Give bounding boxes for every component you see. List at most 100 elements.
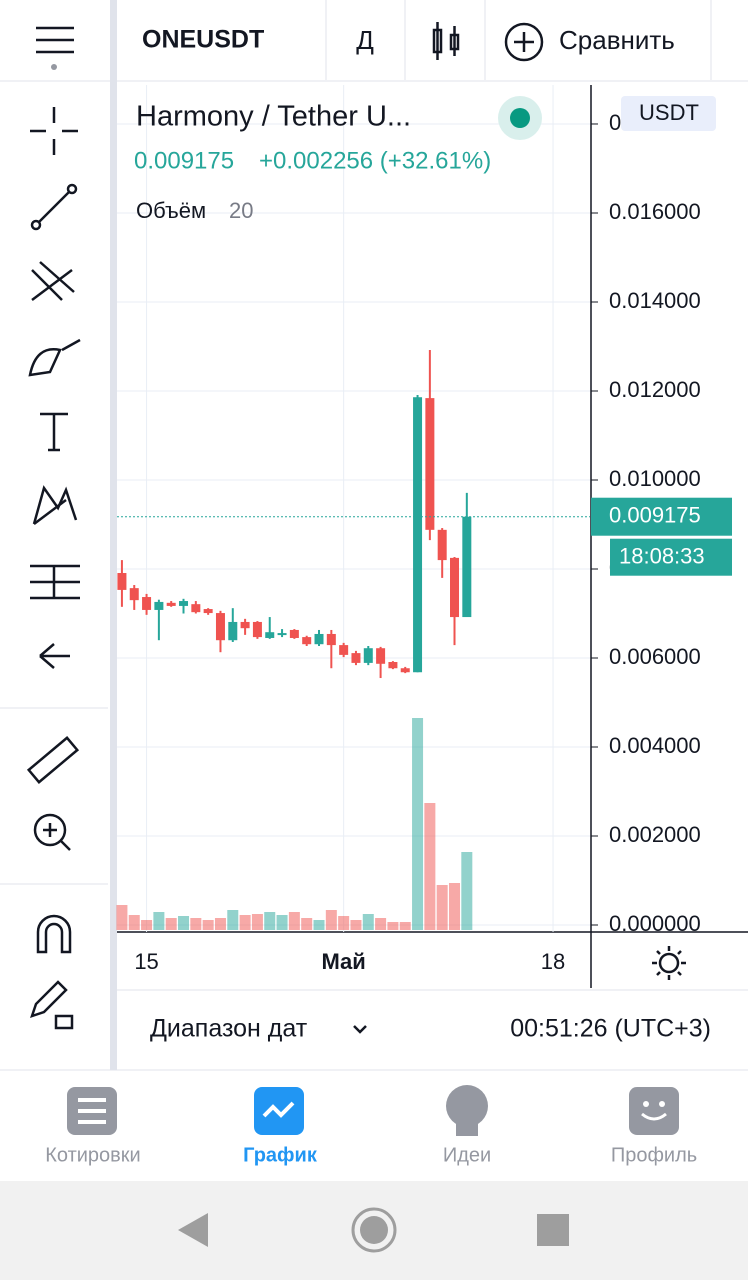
zoom-icon[interactable] — [33, 813, 71, 851]
candle-body — [117, 573, 127, 590]
text-icon[interactable] — [40, 412, 68, 452]
pattern-icon[interactable] — [32, 485, 78, 525]
home-button[interactable] — [351, 1207, 397, 1253]
volume-bar — [461, 852, 473, 930]
volume-bar — [178, 916, 190, 930]
candle-icon[interactable] — [432, 22, 460, 60]
candle-body — [191, 604, 201, 613]
candle-body — [314, 633, 324, 645]
candle-body — [413, 397, 423, 673]
nav-label[interactable]: Идеи — [443, 1144, 491, 1166]
quotes-lines — [78, 1098, 106, 1124]
date-range[interactable]: Диапазон дат — [150, 1015, 308, 1043]
volume-bar — [190, 918, 202, 930]
chart-wave — [262, 1101, 295, 1118]
candle-body — [462, 516, 472, 618]
volume-bar — [338, 916, 350, 930]
brush-icon[interactable] — [28, 338, 81, 377]
recents-button[interactable] — [537, 1214, 569, 1246]
candle-body — [376, 648, 386, 664]
ideas-base — [456, 1122, 478, 1136]
nav-label[interactable]: Профиль — [611, 1144, 697, 1166]
profile-icon[interactable] — [629, 1087, 679, 1135]
candle-body — [240, 621, 250, 629]
volume-bar — [251, 914, 263, 930]
volume-bar — [399, 922, 411, 930]
volume-bar — [276, 915, 288, 930]
volume-bar — [436, 885, 448, 930]
candle-body — [302, 637, 312, 645]
ruler-icon[interactable] — [26, 736, 80, 784]
fib-icon[interactable] — [31, 261, 75, 301]
nav-label[interactable]: График — [243, 1144, 318, 1166]
compare[interactable]: Сравнить — [559, 25, 675, 55]
magnet-icon[interactable] — [36, 914, 72, 954]
x-tick-label: 18 — [541, 949, 565, 974]
countdown-badge — [610, 538, 732, 576]
volume-bar — [141, 920, 153, 930]
volume-bar — [128, 915, 140, 930]
lock-icon[interactable] — [30, 980, 74, 1030]
volume-bar — [449, 883, 461, 930]
y-tick-label: 0.014000 — [609, 288, 701, 313]
candle-body — [228, 621, 238, 641]
crosshair-icon[interactable] — [30, 107, 78, 155]
symbol[interactable]: ONEUSDT — [142, 26, 264, 54]
volume-bar — [362, 914, 374, 930]
candle-body — [179, 601, 189, 606]
settings-icon[interactable] — [652, 946, 686, 980]
volume-bar — [202, 920, 214, 930]
volume-bar — [214, 918, 226, 930]
candle-body — [289, 629, 299, 638]
overlay: Harmony / Tether U... 0.009175 +0.002256… — [134, 96, 732, 576]
nav-label[interactable]: Котировки — [45, 1144, 140, 1166]
y-tick-label: 0.012000 — [609, 377, 701, 402]
candle-body — [450, 557, 460, 618]
dot — [51, 64, 57, 70]
volume-length: 20 — [229, 198, 253, 223]
volume-bar — [313, 920, 325, 930]
volume-bar — [424, 803, 436, 930]
y-tick-label: 0.010000 — [609, 466, 701, 491]
eye — [643, 1101, 649, 1107]
menu-icon[interactable] — [36, 26, 74, 54]
chevron — [353, 1025, 367, 1034]
ideas-icon[interactable] — [446, 1085, 488, 1127]
candle-body — [166, 602, 176, 606]
currency[interactable]: USDT — [639, 100, 699, 125]
y-tick-label: 0.006000 — [609, 644, 701, 669]
volume-bar — [264, 912, 276, 930]
candle-body — [363, 648, 373, 663]
candle-body — [400, 668, 410, 673]
nav-bar — [0, 1070, 748, 1180]
back-button[interactable] — [178, 1213, 208, 1247]
plus-icon[interactable] — [504, 22, 544, 62]
y-tick-label: 0.002000 — [609, 822, 701, 847]
candle-body — [388, 662, 398, 669]
home-dot — [360, 1216, 388, 1244]
candle-body — [277, 633, 287, 636]
status-dot — [510, 108, 530, 128]
change: +0.002256 (+32.61%) — [259, 147, 491, 174]
line-tool-icon[interactable] — [30, 183, 78, 231]
interval[interactable]: Д — [356, 25, 374, 55]
countdown: 18:08:33 — [619, 544, 705, 569]
candle-body — [425, 398, 435, 530]
candle-body — [215, 613, 225, 641]
volume-bar — [387, 922, 399, 930]
candle-body — [203, 609, 213, 614]
currency-badge[interactable] — [621, 96, 716, 131]
volume-bar — [375, 918, 387, 930]
price-badge-label: 0.009175 — [609, 503, 701, 528]
clock: 00:51:26 (UTC+3) — [510, 1015, 711, 1043]
candle-body — [351, 653, 361, 663]
x-tick-label: Май — [321, 949, 365, 974]
volume-bar — [412, 718, 424, 930]
back-icon[interactable] — [39, 643, 70, 669]
measure-icon[interactable] — [30, 564, 80, 600]
volume-bar — [325, 910, 337, 930]
x-tick-label: 15 — [134, 949, 158, 974]
candle-body — [129, 588, 139, 601]
